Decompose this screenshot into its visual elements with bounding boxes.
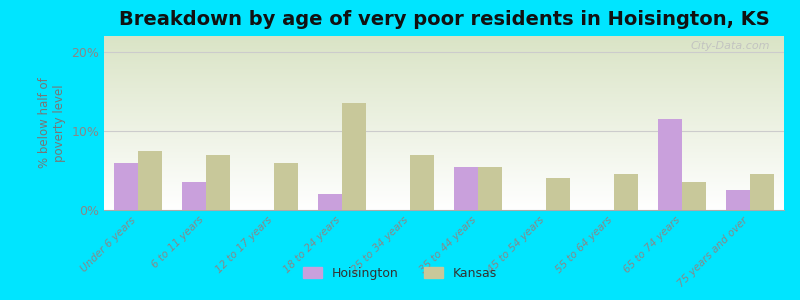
Bar xyxy=(182,182,206,210)
Legend: Hoisington, Kansas: Hoisington, Kansas xyxy=(298,262,502,285)
Bar xyxy=(682,182,706,210)
Text: City-Data.com: City-Data.com xyxy=(691,41,770,51)
Bar xyxy=(614,174,638,210)
Bar xyxy=(410,154,434,210)
Bar xyxy=(726,190,750,210)
Bar xyxy=(274,163,298,210)
Bar xyxy=(454,167,478,210)
Bar xyxy=(750,174,774,210)
Bar xyxy=(318,194,342,210)
Title: Breakdown by age of very poor residents in Hoisington, KS: Breakdown by age of very poor residents … xyxy=(118,10,770,29)
Bar xyxy=(546,178,570,210)
Bar xyxy=(658,119,682,210)
Bar xyxy=(342,103,366,210)
Y-axis label: % below half of
poverty level: % below half of poverty level xyxy=(38,78,66,168)
Bar xyxy=(114,163,138,210)
Bar xyxy=(138,151,162,210)
Bar xyxy=(206,154,230,210)
Bar xyxy=(478,167,502,210)
